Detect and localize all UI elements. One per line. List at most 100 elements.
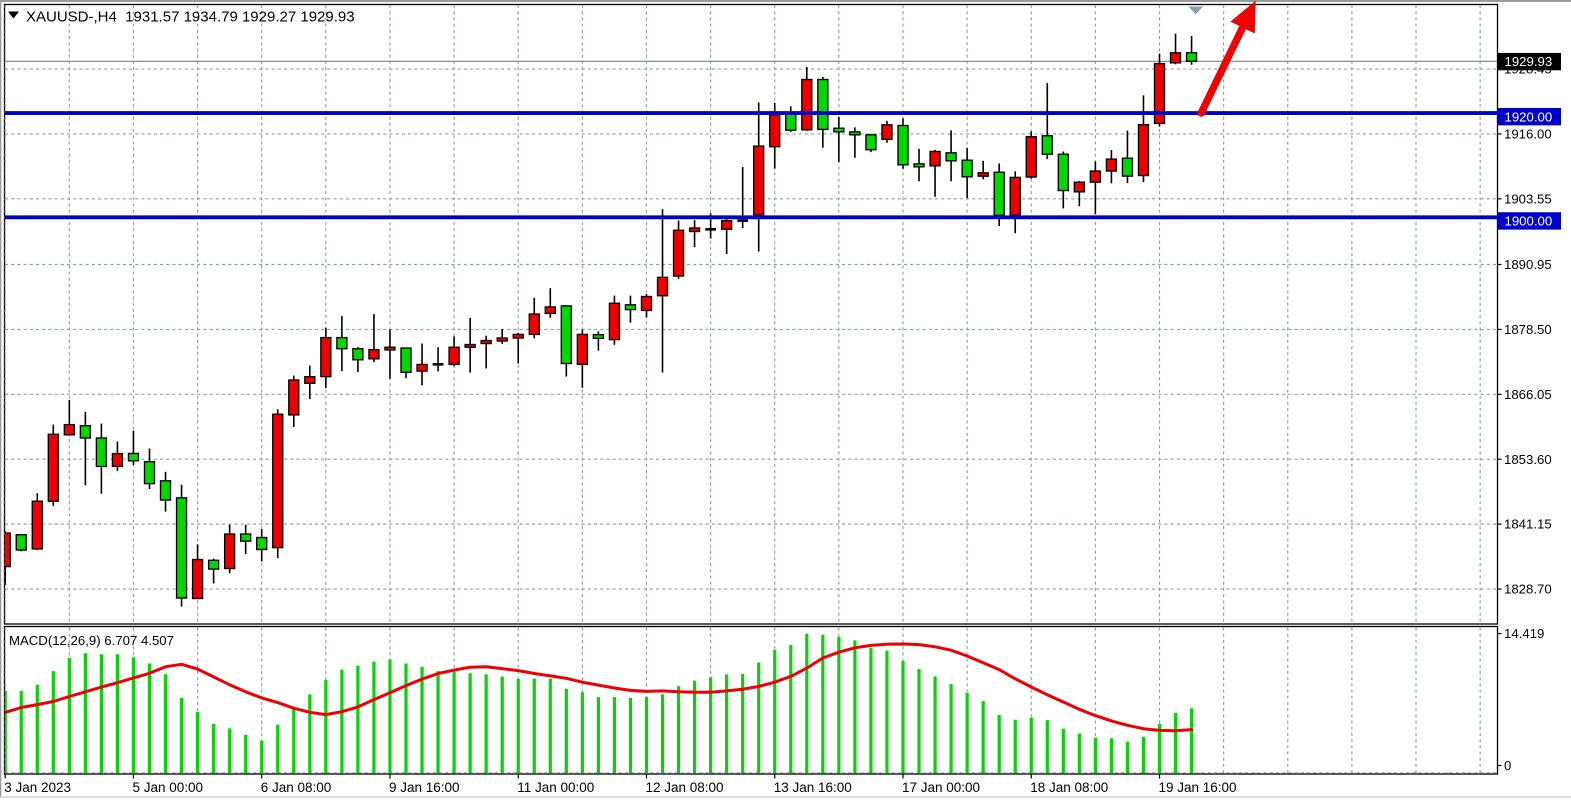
- macd-histogram-bar: [1141, 736, 1146, 774]
- candle-body: [817, 78, 829, 131]
- candle: [368, 314, 380, 363]
- candle-body: [240, 533, 252, 542]
- macd-histogram-bar: [35, 684, 39, 774]
- macd-histogram-bar: [1045, 720, 1049, 774]
- macd-histogram-bar: [628, 697, 633, 774]
- candle: [1009, 171, 1021, 234]
- candle-body: [1137, 123, 1150, 177]
- time-axis-label: 9 Jan 16:00: [389, 780, 460, 795]
- candle-body: [849, 131, 861, 136]
- candle-body: [1057, 153, 1069, 192]
- candle: [31, 493, 43, 551]
- candle: [175, 484, 188, 607]
- candle-body: [1073, 181, 1086, 193]
- candle-body: [897, 124, 909, 166]
- macd-histogram-bar: [484, 674, 488, 774]
- candle: [897, 118, 909, 169]
- candle: [143, 448, 156, 490]
- macd-histogram-bar: [1125, 741, 1130, 774]
- macd-histogram-bar: [805, 633, 809, 774]
- candle-body: [352, 348, 364, 361]
- candle-body: [400, 347, 412, 373]
- candle-body: [608, 302, 621, 341]
- candle: [624, 295, 637, 323]
- candle: [656, 209, 669, 373]
- macd-histogram-bar: [1157, 723, 1162, 774]
- macd-indicator-label: MACD(12,26,9) 6.707 4.507: [9, 633, 174, 648]
- macd-histogram-bar: [757, 662, 761, 774]
- candle-body: [288, 379, 300, 416]
- time-axis-label: 13 Jan 16:00: [774, 780, 852, 795]
- candle-body: [624, 304, 637, 311]
- candle: [1073, 180, 1086, 207]
- macd-label-group: MACD(12,26,9) 6.707 4.507: [9, 633, 174, 648]
- candle-body: [801, 78, 813, 131]
- macd-histogram-bar: [853, 640, 857, 774]
- current-price-label: 1929.93: [1505, 54, 1553, 69]
- candle: [95, 423, 108, 494]
- candle: [448, 336, 460, 367]
- current-price-box: [1498, 52, 1561, 71]
- macd-histogram-bar: [131, 657, 136, 774]
- price-axis-label: 1903.55: [1504, 191, 1552, 206]
- candle-body: [47, 433, 59, 502]
- candle: [753, 102, 765, 252]
- macd-histogram-bar: [5, 690, 7, 774]
- level-price-label: 1900.00: [1505, 214, 1553, 229]
- macd-scale-max-label: 14.419: [1504, 626, 1544, 641]
- arrow-shaft[interactable]: [1197, 18, 1249, 117]
- candle: [63, 399, 76, 436]
- macd-histogram-bar: [564, 688, 568, 774]
- candle-body: [1089, 170, 1102, 183]
- price-axis-label: 1853.60: [1504, 452, 1552, 467]
- candle: [1041, 82, 1053, 160]
- chart-shift-marker-icon[interactable]: [1188, 6, 1204, 15]
- candle: [127, 430, 140, 465]
- macd-histogram-bar: [244, 734, 248, 774]
- candle: [432, 347, 444, 372]
- macd-histogram-bar: [821, 634, 825, 774]
- candle: [544, 288, 556, 318]
- time-axis-label: 19 Jan 16:00: [1159, 780, 1237, 795]
- axes: 1928.451916.001903.551890.951878.501866.…: [4, 52, 1561, 795]
- arrow-head[interactable]: [1230, 0, 1256, 34]
- candle: [1105, 150, 1118, 184]
- macd-histogram-bar: [965, 692, 969, 774]
- macd-histogram-bar: [260, 740, 264, 774]
- candle: [801, 67, 813, 131]
- macd-histogram-bar: [163, 674, 168, 774]
- macd-histogram-bar: [725, 674, 729, 774]
- macd-histogram-bar: [773, 649, 777, 774]
- candle-body: [640, 295, 653, 312]
- candle-body: [945, 152, 957, 162]
- macd-scale-min-label: 0: [1504, 758, 1511, 773]
- chart-title-ohlc: XAUUSD-,H4 1931.57 1934.79 1929.27 1929.…: [26, 9, 355, 26]
- macd-histogram-bar: [276, 724, 280, 774]
- time-axis-label: 5 Jan 00:00: [132, 780, 203, 795]
- candle-body: [512, 333, 524, 339]
- candle: [512, 333, 524, 364]
- candle-body: [111, 452, 124, 468]
- candle-body: [1121, 157, 1134, 177]
- macd-histogram-bar: [99, 654, 103, 774]
- candle: [688, 220, 701, 248]
- candle-body: [769, 114, 781, 148]
- candle: [1089, 161, 1102, 215]
- candle: [223, 524, 236, 574]
- macd-histogram-bar: [981, 701, 985, 774]
- symbol-dropdown-icon[interactable]: [8, 11, 19, 19]
- candle: [47, 424, 59, 506]
- time-axis-label: 3 Jan 2023: [4, 780, 71, 795]
- macd-histogram-bar: [789, 644, 793, 774]
- macd-histogram-bar: [1189, 708, 1194, 774]
- candle: [336, 316, 348, 372]
- price-axis-label: 1878.50: [1504, 322, 1552, 337]
- candle: [480, 335, 492, 369]
- trend-arrow-object[interactable]: [1197, 0, 1256, 117]
- candle: [1121, 130, 1134, 183]
- macd-histogram-bar: [532, 678, 536, 774]
- candle-body: [929, 150, 941, 167]
- candle-body: [5, 532, 11, 568]
- macd-histogram-bar: [51, 671, 55, 774]
